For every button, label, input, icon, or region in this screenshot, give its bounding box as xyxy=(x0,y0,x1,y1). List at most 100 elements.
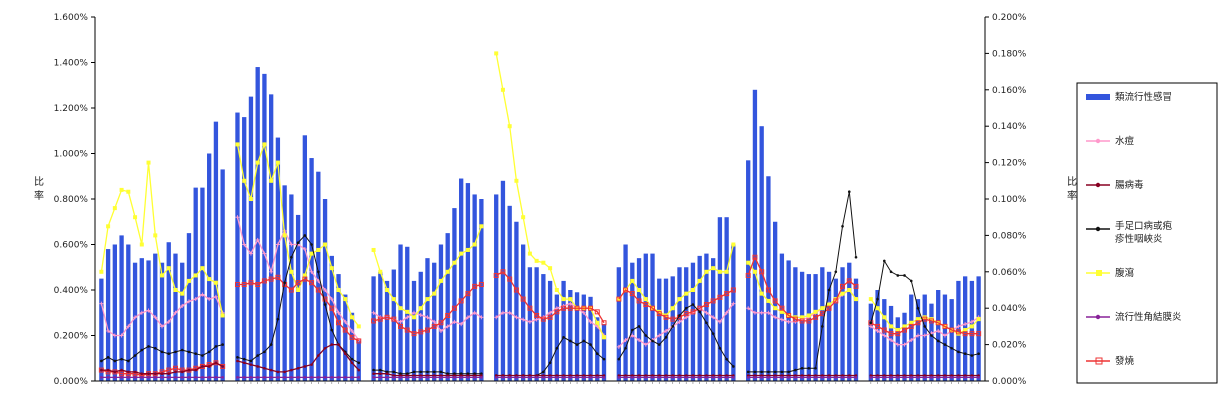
point-s3 xyxy=(800,366,804,370)
point-s4 xyxy=(602,335,607,340)
point-s4 xyxy=(472,242,477,247)
point-s3 xyxy=(446,372,449,376)
point-s6 xyxy=(567,305,573,311)
point-s2 xyxy=(269,368,273,372)
y-tick-label-right: 0.200% xyxy=(992,13,1027,23)
y-tick-label-right: 0.120% xyxy=(992,159,1027,169)
point-s3 xyxy=(624,346,627,350)
point-s4 xyxy=(126,189,131,194)
point-s3 xyxy=(869,321,873,325)
point-s2 xyxy=(542,374,545,377)
bar xyxy=(220,169,225,381)
point-s5 xyxy=(256,376,259,379)
bar xyxy=(853,278,859,381)
point-s6 xyxy=(833,298,839,304)
point-s2 xyxy=(147,372,150,376)
point-s4 xyxy=(479,224,484,229)
point-s4 xyxy=(207,277,212,282)
point-s5 xyxy=(303,376,307,379)
line-series xyxy=(98,51,982,379)
point-s6 xyxy=(554,309,560,315)
y-tick-label-right: 0.140% xyxy=(992,122,1027,132)
point-s5 xyxy=(841,376,844,379)
point-s3 xyxy=(854,255,858,259)
point-s4 xyxy=(378,269,383,274)
point-s3 xyxy=(814,366,817,370)
point-s5 xyxy=(446,376,449,379)
point-s5 xyxy=(133,376,137,379)
bar xyxy=(574,292,580,381)
point-s3 xyxy=(794,368,797,372)
point-s4 xyxy=(779,309,784,314)
point-s2 xyxy=(343,352,347,356)
bar xyxy=(514,221,519,381)
point-s5 xyxy=(290,376,293,379)
point-s5 xyxy=(542,376,545,379)
legend-label-s2: 腸病毒 xyxy=(1115,179,1144,191)
bar xyxy=(242,117,247,381)
point-s4 xyxy=(99,269,104,274)
point-s4 xyxy=(670,306,675,311)
point-s2 xyxy=(160,372,164,376)
point-s5 xyxy=(595,376,599,379)
point-s2 xyxy=(167,372,171,376)
point-s4 xyxy=(350,315,355,320)
bar xyxy=(677,267,682,381)
bar xyxy=(391,269,396,381)
point-s3 xyxy=(317,270,320,274)
point-s6 xyxy=(594,309,600,315)
point-s2 xyxy=(508,374,511,377)
point-s4 xyxy=(889,324,894,329)
point-s2 xyxy=(869,374,873,377)
point-s2 xyxy=(664,374,668,377)
point-s2 xyxy=(120,368,123,372)
point-s4 xyxy=(704,269,709,274)
point-s3 xyxy=(753,370,757,374)
point-s2 xyxy=(330,343,334,346)
bar xyxy=(541,274,546,381)
point-s3 xyxy=(350,357,354,361)
point-s3 xyxy=(617,357,621,361)
point-s2 xyxy=(214,361,218,365)
point-s6 xyxy=(928,318,934,324)
point-s6 xyxy=(969,331,975,337)
bar xyxy=(465,183,471,381)
point-s4 xyxy=(139,242,144,247)
bar xyxy=(826,271,832,381)
point-s3 xyxy=(160,350,164,354)
point-s4 xyxy=(806,313,811,318)
bar xyxy=(929,303,934,381)
bar xyxy=(459,178,464,381)
point-s5 xyxy=(548,376,552,379)
point-s6 xyxy=(445,312,451,318)
point-s2 xyxy=(201,365,204,368)
line-s4 xyxy=(618,244,735,317)
point-s3 xyxy=(303,234,307,237)
bar xyxy=(868,303,873,381)
point-s5 xyxy=(194,376,197,379)
point-s3 xyxy=(296,241,300,244)
point-s4 xyxy=(106,224,111,229)
point-s3 xyxy=(113,359,117,363)
point-s2 xyxy=(515,374,518,377)
point-s2 xyxy=(276,370,280,374)
bar xyxy=(840,267,845,381)
y-tick-label-right: 0.060% xyxy=(992,268,1027,278)
point-s5 xyxy=(889,376,893,379)
point-s6 xyxy=(902,327,908,333)
point-s5 xyxy=(950,376,953,379)
point-s5 xyxy=(494,376,498,379)
y-tick-label-left: 0.400% xyxy=(54,286,89,296)
point-s6 xyxy=(792,316,798,322)
point-s3 xyxy=(903,274,906,277)
point-s3 xyxy=(664,336,668,339)
bar xyxy=(105,249,111,381)
point-s4 xyxy=(494,51,499,56)
point-s2 xyxy=(711,374,715,377)
bar xyxy=(657,278,662,381)
point-s6 xyxy=(636,298,642,304)
point-s4 xyxy=(445,269,450,274)
point-s4 xyxy=(200,266,205,271)
bar xyxy=(336,274,341,381)
point-s3 xyxy=(950,346,953,350)
